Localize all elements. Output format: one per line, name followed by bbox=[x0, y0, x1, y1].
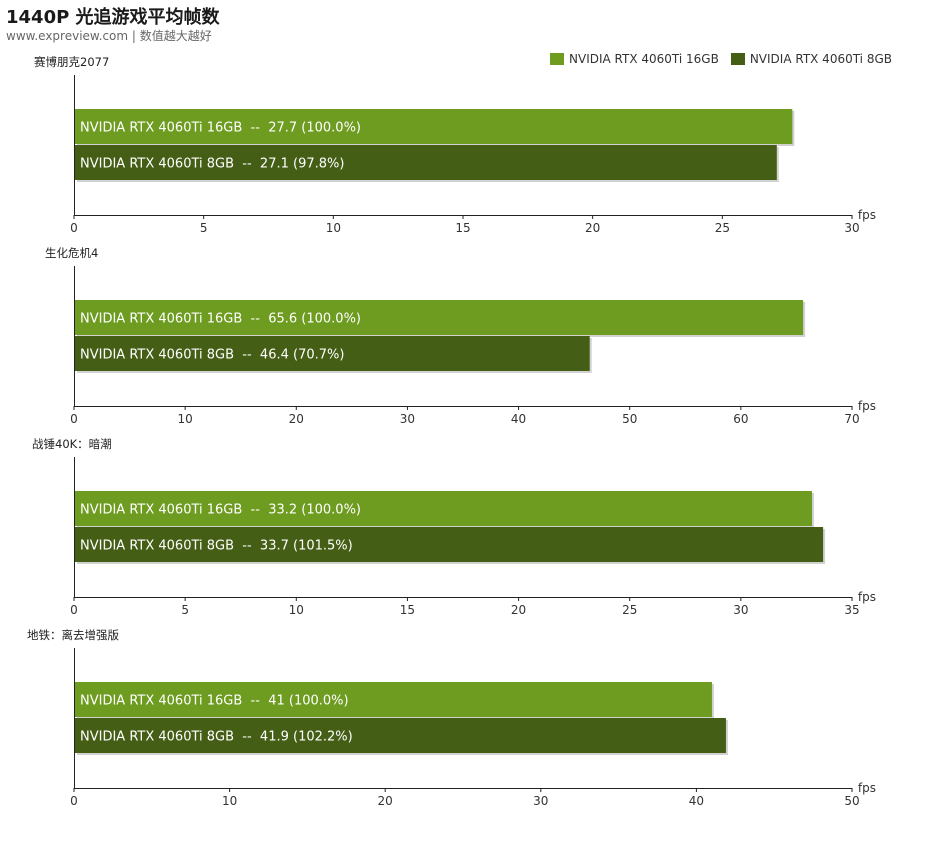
legend-swatch-8gb bbox=[730, 53, 745, 65]
x-tick-label: 5 bbox=[200, 221, 208, 235]
x-tick-label: 10 bbox=[326, 221, 341, 235]
x-tick-label: 25 bbox=[622, 603, 637, 617]
legend-swatch-16gb bbox=[550, 53, 565, 65]
x-tick-label: 15 bbox=[400, 603, 415, 617]
x-tick-label: 30 bbox=[733, 603, 748, 617]
bar-16gb bbox=[75, 682, 712, 717]
bar-data-label: NVIDIA RTX 4060Ti 16GB -- 41 (100.0%) bbox=[80, 694, 349, 709]
bar-8gb bbox=[75, 336, 590, 371]
chart-title: 战锤40K：暗潮 bbox=[32, 437, 112, 451]
bar-8gb bbox=[75, 145, 777, 180]
x-axis-label: fps bbox=[858, 399, 876, 413]
x-tick-label: 50 bbox=[844, 794, 859, 808]
x-axis-label: fps bbox=[858, 208, 876, 222]
x-axis-label: fps bbox=[858, 781, 876, 795]
x-tick-label: 15 bbox=[455, 221, 470, 235]
x-tick-label: 30 bbox=[533, 794, 548, 808]
x-axis-label: fps bbox=[858, 590, 876, 604]
x-tick-label: 10 bbox=[222, 794, 237, 808]
x-tick-label: 5 bbox=[181, 603, 189, 617]
x-tick-label: 50 bbox=[622, 412, 637, 426]
x-tick-label: 70 bbox=[844, 412, 859, 426]
bar-data-label: NVIDIA RTX 4060Ti 16GB -- 27.7 (100.0%) bbox=[80, 121, 361, 136]
bar-data-label: NVIDIA RTX 4060Ti 8GB -- 41.9 (102.2%) bbox=[80, 730, 353, 745]
x-tick-label: 20 bbox=[378, 794, 393, 808]
bar-data-label: NVIDIA RTX 4060Ti 8GB -- 27.1 (97.8%) bbox=[80, 157, 344, 172]
chart-legend: NVIDIA RTX 4060Ti 16GB NVIDIA RTX 4060Ti… bbox=[538, 52, 892, 66]
chart-title: 赛博朋克2077 bbox=[34, 55, 109, 69]
legend-label-16gb: NVIDIA RTX 4060Ti 16GB bbox=[569, 52, 719, 66]
x-tick-label: 0 bbox=[70, 221, 78, 235]
bar-8gb bbox=[75, 527, 824, 562]
x-tick-label: 10 bbox=[289, 603, 304, 617]
page-subtitle: www.expreview.com | 数值越大越好 bbox=[6, 29, 212, 43]
chart-title: 生化危机4 bbox=[45, 246, 98, 260]
bar-16gb bbox=[75, 109, 793, 144]
page-title: 1440P 光追游戏平均帧数 bbox=[6, 7, 220, 28]
x-tick-label: 20 bbox=[289, 412, 304, 426]
bar-16gb bbox=[75, 300, 804, 335]
legend-label-8gb: NVIDIA RTX 4060Ti 8GB bbox=[749, 52, 892, 66]
x-tick-label: 60 bbox=[733, 412, 748, 426]
bar-data-label: NVIDIA RTX 4060Ti 16GB -- 65.6 (100.0%) bbox=[80, 312, 361, 327]
x-tick-label: 30 bbox=[400, 412, 415, 426]
legend-item-16gb: NVIDIA RTX 4060Ti 16GB bbox=[550, 52, 719, 66]
x-tick-label: 20 bbox=[511, 603, 526, 617]
x-tick-label: 20 bbox=[585, 221, 600, 235]
x-tick-label: 0 bbox=[70, 412, 78, 426]
x-tick-label: 40 bbox=[511, 412, 526, 426]
chart-title: 地铁：离去增强版 bbox=[27, 628, 119, 642]
legend-item-8gb: NVIDIA RTX 4060Ti 8GB bbox=[730, 52, 892, 66]
bar-data-label: NVIDIA RTX 4060Ti 8GB -- 33.7 (101.5%) bbox=[80, 539, 353, 554]
x-tick-label: 40 bbox=[689, 794, 704, 808]
x-tick-label: 10 bbox=[178, 412, 193, 426]
x-tick-label: 30 bbox=[844, 221, 859, 235]
bar-data-label: NVIDIA RTX 4060Ti 8GB -- 46.4 (70.7%) bbox=[80, 348, 344, 363]
x-tick-label: 35 bbox=[844, 603, 859, 617]
x-tick-label: 25 bbox=[715, 221, 730, 235]
bar-8gb bbox=[75, 718, 726, 753]
x-tick-label: 0 bbox=[70, 794, 78, 808]
bar-16gb bbox=[75, 491, 812, 526]
x-tick-label: 0 bbox=[70, 603, 78, 617]
bar-data-label: NVIDIA RTX 4060Ti 16GB -- 33.2 (100.0%) bbox=[80, 503, 361, 518]
